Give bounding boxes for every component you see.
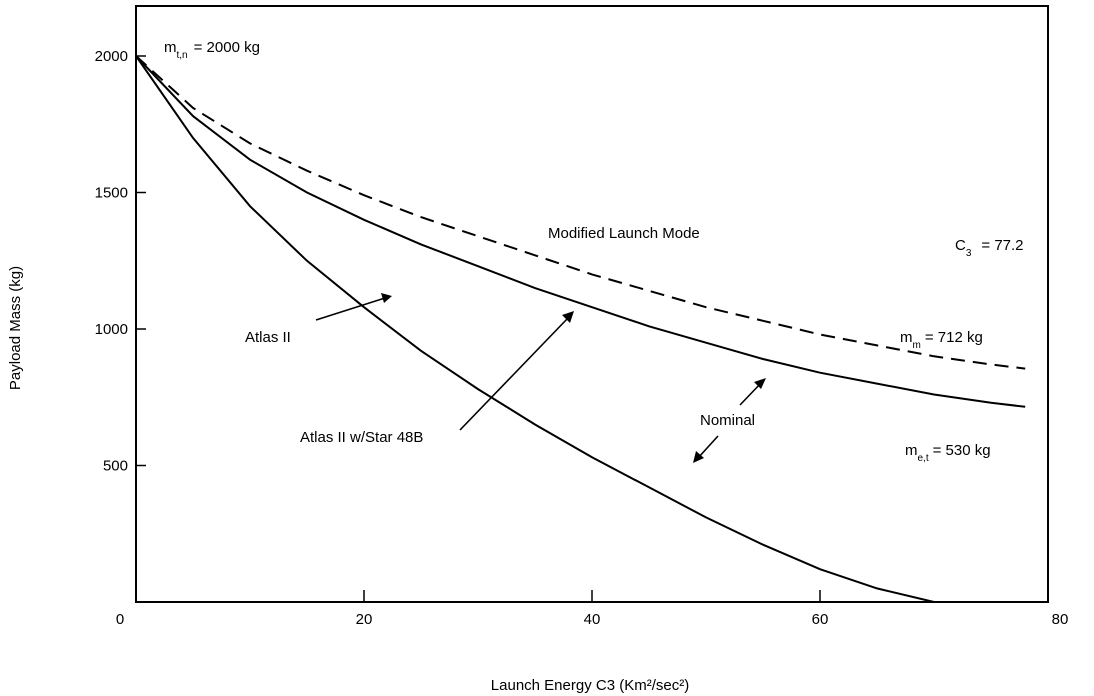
y-axis-ticks: 500 1000 1500 2000 bbox=[95, 48, 146, 475]
annotation-m-low-symbol: m bbox=[905, 442, 918, 459]
y-tick-label: 1500 bbox=[95, 185, 128, 202]
curve-series-3 bbox=[136, 55, 939, 602]
curve-series-2 bbox=[136, 55, 1026, 408]
annotation-atlas-ii: Atlas II bbox=[245, 329, 291, 346]
y-tick-label: 500 bbox=[103, 458, 128, 475]
x-tick-label: 20 bbox=[356, 611, 373, 628]
annotation-c3-symbol: C bbox=[955, 237, 966, 254]
x-axis-ticks: 0 20 40 60 80 bbox=[116, 590, 1069, 628]
annotation-atlas-ii-star-48b: Atlas II w/Star 48B bbox=[300, 429, 423, 446]
arrow-atlas-ii-star-48b-head bbox=[562, 311, 574, 323]
x-tick-label: 0 bbox=[116, 611, 124, 628]
arrow-nominal-down bbox=[697, 435, 719, 459]
curve-series-1 bbox=[136, 55, 1026, 370]
annotation-c3-value: = 77.2 bbox=[981, 237, 1023, 254]
y-axis-title: Payload Mass (kg) bbox=[7, 266, 24, 390]
arrow-atlas-ii bbox=[315, 297, 386, 321]
annotation-c3: C3 = 77.2 bbox=[955, 237, 1024, 259]
annotation-m-low: me,t = 530 kg bbox=[905, 442, 991, 464]
annotation-modified-launch-mode: Modified Launch Mode bbox=[548, 225, 700, 242]
annotation-m-mid-symbol: m bbox=[900, 329, 913, 346]
y-tick-label: 1000 bbox=[95, 321, 128, 338]
plot-frame bbox=[135, 5, 1049, 603]
x-tick-label: 40 bbox=[584, 611, 601, 628]
arrow-atlas-ii-star-48b bbox=[459, 317, 569, 431]
annotation-m-low-subscript: e,t bbox=[918, 453, 929, 464]
annotation-m-top-value: = 2000 kg bbox=[194, 39, 260, 56]
annotation-m-top: mt,n = 2000 kg bbox=[164, 39, 260, 61]
annotation-arrows bbox=[315, 293, 766, 463]
x-tick-label: 80 bbox=[1052, 611, 1069, 628]
annotation-nominal: Nominal bbox=[700, 412, 755, 429]
arrow-nominal-up-head bbox=[754, 378, 766, 389]
annotation-m-mid-value: = 712 kg bbox=[925, 329, 983, 346]
y-tick-label: 2000 bbox=[95, 48, 128, 65]
curves bbox=[136, 55, 1026, 602]
arrow-atlas-ii-head bbox=[381, 293, 392, 303]
annotation-m-top-symbol: m bbox=[164, 39, 177, 56]
arrow-nominal-down-head bbox=[693, 451, 704, 463]
annotation-c3-subscript: 3 bbox=[966, 248, 972, 259]
x-tick-label: 60 bbox=[812, 611, 829, 628]
annotation-m-mid: mm = 712 kg bbox=[900, 329, 983, 351]
annotation-m-top-subscript: t,n bbox=[177, 50, 188, 61]
x-axis-title: Launch Energy C3 (Km²/sec²) bbox=[491, 677, 689, 694]
annotation-m-low-value: = 530 kg bbox=[933, 442, 991, 459]
annotation-m-mid-subscript: m bbox=[913, 340, 921, 351]
